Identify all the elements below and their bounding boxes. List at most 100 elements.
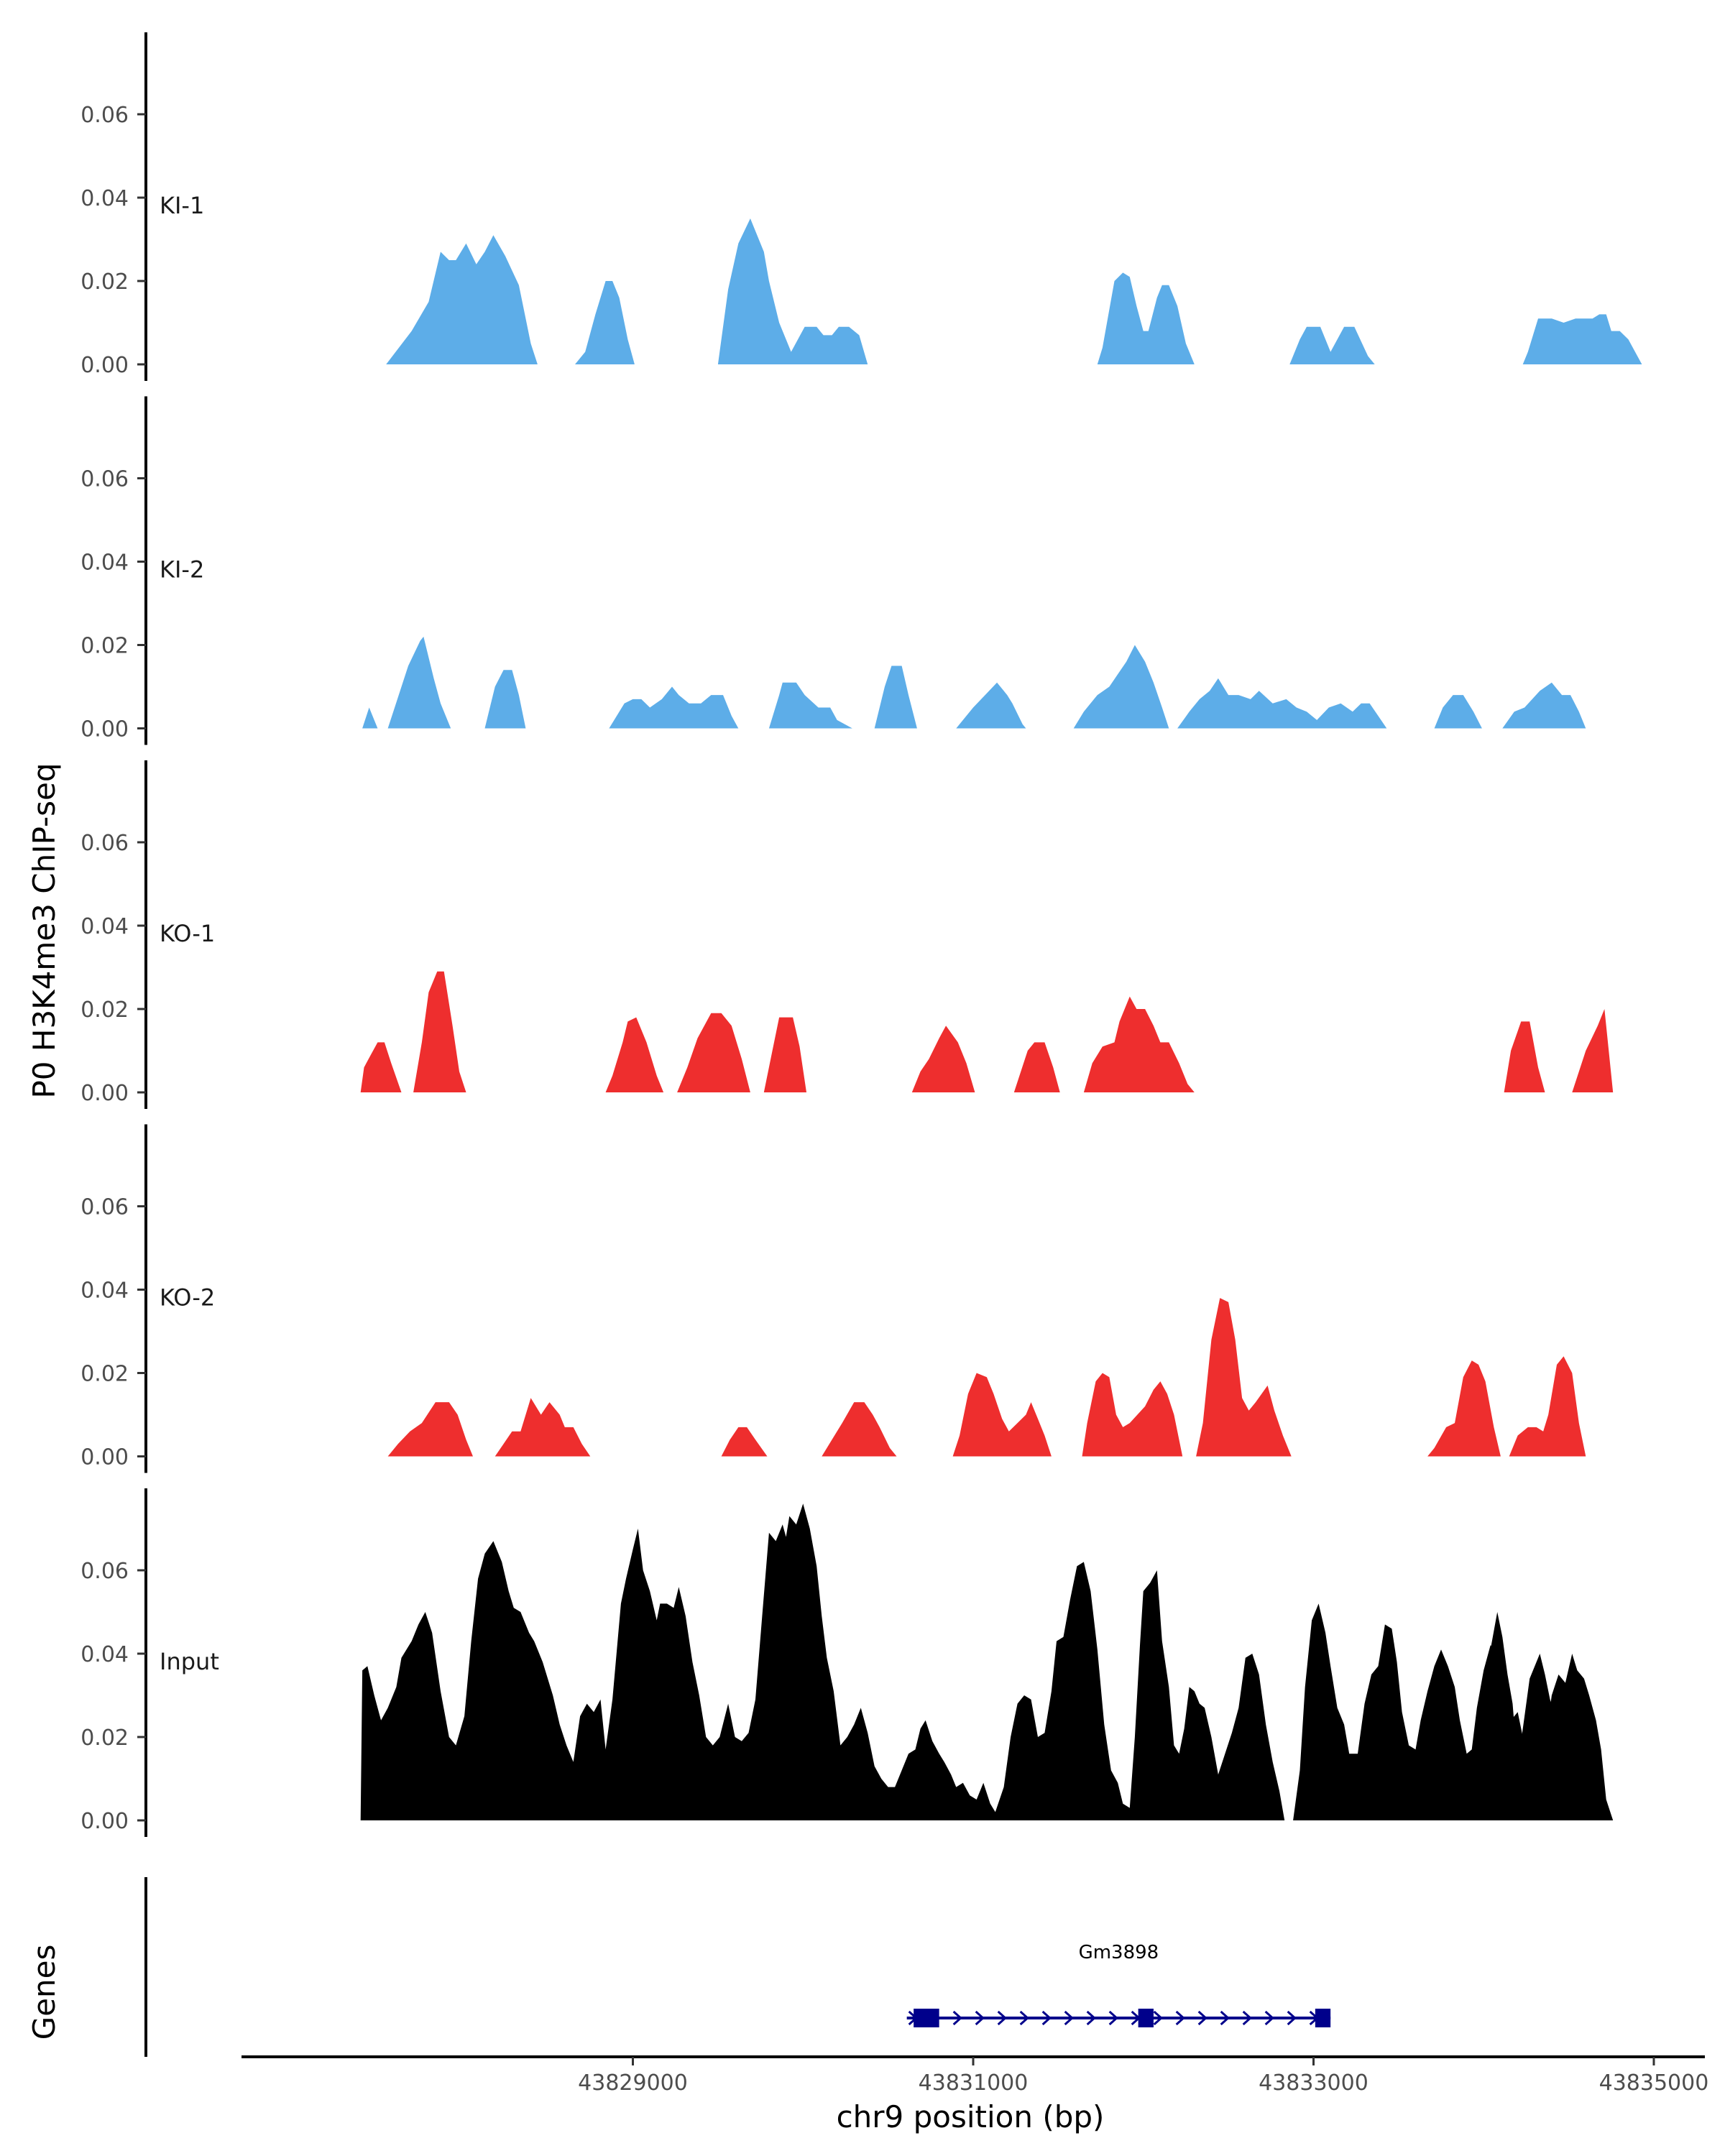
coverage-area-ko-1 xyxy=(413,971,466,1092)
track-label: KI-1 xyxy=(160,192,204,219)
y-tick-label: 0.00 xyxy=(80,717,129,742)
coverage-area-ki-2 xyxy=(484,670,526,729)
strand-arrow-icon xyxy=(1086,2010,1096,2026)
track-label: KI-2 xyxy=(160,556,204,584)
coverage-area-ko-1 xyxy=(360,1042,402,1092)
y-tick-label: 0.06 xyxy=(80,103,129,128)
coverage-area-ki-2 xyxy=(1434,695,1482,729)
coverage-area-ko-1 xyxy=(763,1017,806,1092)
gene-name-label: Gm3898 xyxy=(1079,1942,1159,1963)
x-tick-label: 43833000 xyxy=(1259,2070,1368,2096)
x-tick-label: 43831000 xyxy=(919,2070,1029,2096)
coverage-area-ki-1 xyxy=(575,281,635,364)
y-tick-label: 0.00 xyxy=(80,1809,129,1834)
x-tick-label: 43835000 xyxy=(1599,2070,1709,2096)
coverage-area-ki-2 xyxy=(1073,645,1169,729)
coverage-area-ki-2 xyxy=(387,636,451,729)
strand-arrow-icon xyxy=(1220,2010,1230,2026)
coverage-area-ki-1 xyxy=(386,235,538,364)
genes-panel-title: Genes xyxy=(27,1945,62,2040)
y-tick-label: 0.02 xyxy=(80,634,129,659)
y-tick-label: 0.04 xyxy=(80,914,129,939)
coverage-area-ko-1 xyxy=(1013,1042,1060,1092)
coverage-area-input xyxy=(360,1503,1285,1820)
coverage-area-ko-1 xyxy=(911,1026,975,1092)
coverage-area-ko-1 xyxy=(1572,1009,1614,1092)
coverage-area-ko-2 xyxy=(721,1427,768,1457)
strand-arrow-icon xyxy=(1197,2010,1208,2026)
x-axis: chr9 position (bp) 43829000 43831000 43833… xyxy=(242,2055,1709,2134)
coverage-area-ki-1 xyxy=(1097,272,1195,364)
exon-block xyxy=(914,2009,939,2027)
coverage-area-ko-2 xyxy=(1082,1373,1183,1457)
y-tick-label: 0.04 xyxy=(80,186,129,211)
y-tick-label: 0.00 xyxy=(80,1081,129,1106)
coverage-area-input xyxy=(1293,1603,1614,1820)
coverage-area-ko-2 xyxy=(494,1398,591,1457)
strand-arrow-icon xyxy=(1064,2010,1074,2026)
strand-arrow-icon xyxy=(1108,2010,1118,2026)
coverage-area-ki-2 xyxy=(768,682,852,729)
exon-block xyxy=(1138,2009,1154,2027)
strand-arrow-icon xyxy=(952,2010,962,2026)
y-tick-label: 0.06 xyxy=(80,467,129,492)
y-tick-label: 0.04 xyxy=(80,550,129,576)
coverage-area-ki-1 xyxy=(717,218,868,364)
track-ki-2: 0.00 0.02 0.04 0.06 KI-2 xyxy=(80,396,1586,745)
genes-panel: Genes Gm3898 xyxy=(27,1877,1331,2057)
y-axis-title-group: P0 H3K4me3 ChIP-seq xyxy=(27,763,62,1098)
strand-arrow-icon xyxy=(1264,2010,1274,2026)
track-ko-1: 0.00 0.02 0.04 0.06 KO-1 xyxy=(80,760,1614,1109)
coverage-tracks: 0.00 0.02 0.04 0.06 KI-1 0.00 0.02 0.04 0.06 KI-2… xyxy=(80,32,1642,1837)
coverage-area-ko-1 xyxy=(1504,1021,1545,1092)
strand-arrow-icon xyxy=(1175,2010,1185,2026)
y-tick-label: 0.04 xyxy=(80,1642,129,1667)
strand-arrow-icon xyxy=(1019,2010,1029,2026)
coverage-area-input xyxy=(1460,1612,1589,1820)
strand-arrow-icon xyxy=(1153,2010,1163,2026)
coverage-area-ki-1 xyxy=(1522,314,1642,364)
strand-arrow-icon xyxy=(997,2010,1007,2026)
strand-arrow-icon xyxy=(1041,2010,1052,2026)
x-tick-label: 43829000 xyxy=(578,2070,688,2096)
coverage-area-ki-2 xyxy=(609,686,739,729)
gene-gm3898: Gm3898 xyxy=(906,1942,1331,2027)
strand-arrow-icon xyxy=(975,2010,985,2026)
track-label: KO-1 xyxy=(160,920,215,947)
y-tick-label: 0.00 xyxy=(80,1445,129,1470)
track-ko-2: 0.00 0.02 0.04 0.06 KO-2 xyxy=(80,1124,1586,1473)
coverage-area-ki-2 xyxy=(956,682,1026,729)
track-label: Input xyxy=(160,1648,219,1675)
coverage-area-ko-2 xyxy=(1509,1356,1586,1457)
y-tick-label: 0.02 xyxy=(80,1362,129,1387)
x-axis-title: chr9 position (bp) xyxy=(837,2099,1105,2134)
y-tick-label: 0.06 xyxy=(80,1195,129,1220)
y-tick-label: 0.00 xyxy=(80,353,129,378)
y-tick-label: 0.04 xyxy=(80,1279,129,1304)
coverage-area-ki-1 xyxy=(1289,326,1375,364)
coverage-area-ko-2 xyxy=(822,1402,897,1457)
coverage-area-ko-2 xyxy=(387,1402,473,1457)
coverage-area-ki-2 xyxy=(874,665,917,729)
exon-block xyxy=(1315,2009,1331,2027)
coverage-area-ki-2 xyxy=(1502,682,1586,729)
coverage-area-ko-1 xyxy=(1083,996,1195,1092)
y-axis-title: P0 H3K4me3 ChIP-seq xyxy=(27,763,62,1098)
track-ki-1: 0.00 0.02 0.04 0.06 KI-1 xyxy=(80,32,1642,381)
coverage-area-ko-1 xyxy=(605,1017,664,1092)
y-tick-label: 0.06 xyxy=(80,1559,129,1584)
strand-arrow-icon xyxy=(1242,2010,1252,2026)
y-tick-label: 0.02 xyxy=(80,1726,129,1751)
track-label: KO-2 xyxy=(160,1284,215,1312)
strand-arrow-icon xyxy=(1287,2010,1297,2026)
coverage-area-ko-2 xyxy=(952,1373,1052,1457)
y-tick-label: 0.02 xyxy=(80,998,129,1023)
coverage-area-ko-2 xyxy=(1196,1298,1292,1457)
coverage-area-ki-2 xyxy=(1177,678,1387,729)
y-tick-label: 0.02 xyxy=(80,270,129,295)
coverage-area-ko-1 xyxy=(677,1013,750,1092)
coverage-area-ki-2 xyxy=(362,707,378,729)
track-input: 0.00 0.02 0.04 0.06 Input xyxy=(80,1488,1614,1837)
y-tick-label: 0.06 xyxy=(80,831,129,856)
